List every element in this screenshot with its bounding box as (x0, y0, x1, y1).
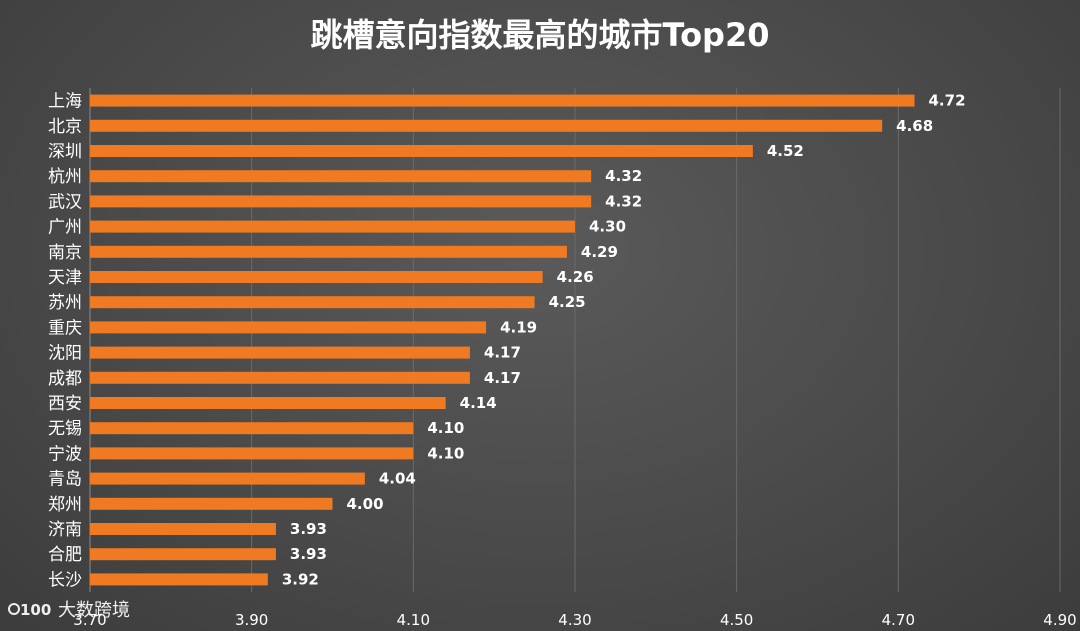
bar-value-label: 4.68 (896, 117, 933, 135)
watermark: 100 大数跨境 (8, 596, 130, 622)
category-label: 合肥 (48, 545, 82, 565)
category-label: 沈阳 (48, 344, 82, 364)
bar (90, 548, 276, 561)
bar-value-label: 4.32 (605, 167, 642, 185)
bar (90, 220, 575, 233)
logo-text: 100 (20, 601, 51, 619)
grid-layer (89, 88, 1061, 592)
x-tick-labels: 3.70 3.90 4.10 4.30 4.50 4.70 4.90 (73, 611, 1076, 629)
bar-value-label: 4.10 (427, 419, 464, 437)
bar-value-label: 4.17 (484, 344, 521, 362)
bar-value-label: 4.17 (484, 369, 521, 387)
x-tick-label: 3.70 (73, 611, 106, 629)
bar (90, 346, 470, 359)
category-label: 宁波 (48, 444, 82, 464)
category-label: 苏州 (48, 293, 82, 313)
bar (90, 119, 883, 132)
bar-value-label: 4.29 (581, 243, 618, 261)
category-label: 上海 (48, 92, 82, 112)
bar (90, 321, 487, 334)
category-label: 杭州 (48, 167, 82, 187)
category-label: 重庆 (48, 318, 82, 338)
chart-title: 跳槽意向指数最高的城市Top20 (310, 16, 769, 54)
bar (90, 497, 333, 510)
bar-value-label: 4.10 (427, 444, 464, 462)
bar-value-label: 4.52 (767, 142, 804, 160)
category-label: 青岛 (48, 470, 82, 490)
x-tick-label: 4.70 (882, 611, 915, 629)
category-label: 广州 (48, 218, 82, 238)
category-label: 无锡 (48, 419, 82, 439)
brand-logo-icon: 100 (8, 601, 51, 619)
category-label: 济南 (48, 520, 82, 540)
x-tick-label: 4.30 (558, 611, 591, 629)
bar-value-label: 4.00 (347, 495, 384, 513)
category-label: 成都 (48, 369, 82, 389)
bar (90, 245, 567, 258)
category-label: 北京 (48, 117, 82, 137)
bar-value-label: 3.93 (290, 520, 327, 538)
bar-value-label: 4.26 (557, 268, 594, 286)
category-label: 深圳 (48, 142, 82, 162)
x-tick-label: 3.90 (235, 611, 268, 629)
category-label: 南京 (48, 243, 82, 263)
bar (90, 170, 592, 183)
bar-value-label: 4.04 (379, 470, 416, 488)
x-tick-label: 4.10 (397, 611, 430, 629)
bar-value-label: 4.72 (929, 92, 966, 110)
category-label: 长沙 (48, 570, 82, 590)
bar-value-label: 4.32 (605, 192, 642, 210)
category-label: 武汉 (48, 192, 82, 212)
bar-value-label: 4.25 (549, 293, 586, 311)
bar (90, 472, 365, 485)
bar-value-label: 4.14 (460, 394, 497, 412)
x-tick-label: 4.90 (1043, 611, 1076, 629)
category-label: 西安 (48, 394, 82, 414)
bar (90, 447, 414, 460)
bar (90, 371, 470, 384)
x-tick-label: 4.50 (720, 611, 753, 629)
bar (90, 523, 276, 535)
bar-layer: 4.72 4.68 4.52 4.32 4.32 4.30 4.29 4.26 4.25 4.19… (90, 92, 966, 588)
bar (90, 573, 268, 586)
bar (90, 296, 535, 309)
category-label: 天津 (48, 268, 82, 288)
bar (90, 195, 592, 208)
bar-value-label: 4.30 (589, 218, 626, 236)
bar-value-label: 3.93 (290, 545, 327, 563)
bar-value-label: 3.92 (282, 570, 319, 588)
bar-value-label: 4.19 (500, 318, 537, 336)
bar (90, 145, 753, 157)
watermark-text: 大数跨境 (58, 600, 130, 621)
bar (90, 271, 543, 283)
category-label: 郑州 (48, 495, 82, 515)
bar (90, 94, 915, 107)
bar (90, 422, 414, 435)
bar (90, 397, 446, 409)
